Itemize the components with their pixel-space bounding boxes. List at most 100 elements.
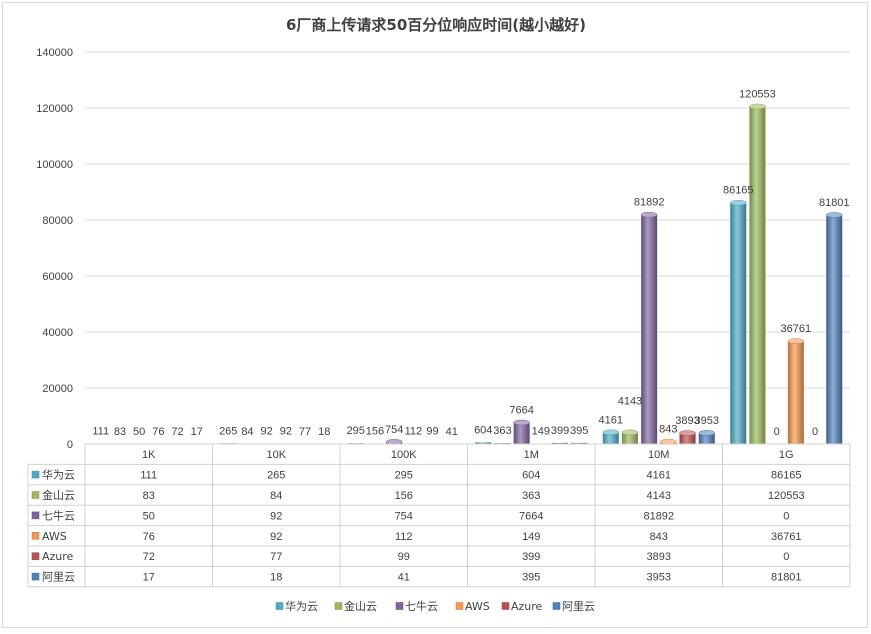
table-cell: 36761 [771,531,802,543]
bar-cap [602,429,619,436]
gridlines [85,51,850,389]
legend-label: Azure [511,600,543,613]
table-cell: 83 [143,490,155,502]
bar [602,432,619,444]
bar [698,432,715,444]
data-label: 81801 [819,197,850,209]
bar [826,214,843,444]
bar-cap [826,212,843,218]
bar [475,442,492,444]
data-label: 265 [219,425,237,437]
table-legend-key [31,572,40,581]
bar-cap [679,430,696,436]
data-label: 754 [385,424,403,436]
table-cell: 81801 [771,572,802,584]
table-row-label: Azure [42,550,74,563]
legend-label: 阿里云 [562,600,595,613]
data-label: 395 [570,425,588,437]
data-label: 41 [446,426,458,438]
table-cell: 754 [395,510,413,522]
legend-label: AWS [465,600,490,613]
table-cell: 3953 [647,572,671,584]
bar [571,442,588,444]
table-cell: 399 [522,551,540,563]
bar-cap [698,430,715,436]
table-cell: 77 [270,551,282,563]
table-cell: 92 [270,510,282,522]
table-cell: 50 [143,510,155,522]
table-cell: 41 [398,572,410,584]
data-label: 86165 [723,185,754,197]
bar [787,341,804,444]
table-cell: 0 [783,551,789,563]
bar-cap [621,429,639,436]
legend-key [455,602,464,610]
table-cell: 4161 [647,470,671,482]
bar-cap [787,338,805,344]
data-label: 77 [299,426,311,438]
table-legend-key [31,491,40,499]
legend-key [552,602,561,610]
table-cell: 92 [270,531,282,543]
table-cell: 7664 [519,510,543,522]
legend-label: 七牛云 [405,599,438,613]
category-label: 1K [142,449,156,461]
table-legend-key [31,552,40,560]
table-cell: 72 [143,551,155,563]
data-label: 83 [114,426,126,438]
bar-cap [730,199,747,206]
table-cell: 295 [395,470,413,482]
chart-title: 6厂商上传请求50百分位响应时间(越小越好) [286,16,586,34]
legend: 华为云 金山云 七牛云 AWS Azure 阿里云 [275,599,595,613]
category-label: 1M [524,449,539,461]
bar-cap [660,438,677,445]
table-cell: 112 [395,531,413,543]
table-cell: 84 [270,490,282,502]
table-cell: 3893 [647,551,671,563]
table-cell: 120553 [768,490,805,502]
legend-label: 华为云 [285,599,318,613]
table-row-label: 金山云 [42,488,75,502]
data-label: 0 [812,426,818,438]
table-row-label: 七牛云 [42,508,75,522]
table-row-label: 华为云 [42,468,75,482]
category-label: 100K [391,449,417,461]
data-label: 0 [774,426,780,438]
table-cell: 18 [270,572,282,584]
data-label: 120553 [739,88,776,100]
bar [552,442,569,444]
y-axis-tick-labels: 0 20000 40000 60000 80000 100000 120000 140000 [36,47,73,451]
table-cell: 265 [267,470,285,482]
data-label: 3893 [675,415,699,427]
table-cell: 4143 [647,490,671,502]
y-tick-label: 140000 [36,47,73,59]
legend-key [334,602,343,610]
y-tick-label: 120000 [36,103,73,115]
data-labels: 111 265 295 604 4161 86165 83 84 156 363 4143 12055… [92,88,849,438]
table-cell: 843 [650,531,668,543]
table-legend-key [31,511,40,520]
bar-cap [640,211,658,218]
table-cell: 86165 [771,470,802,482]
table-legend-key [31,470,40,479]
data-label: 4143 [618,395,642,407]
data-label: 156 [366,426,384,438]
legend-key [501,602,510,610]
table-cell: 81892 [643,510,674,522]
table-cell: 156 [395,490,413,502]
data-label: 76 [152,426,164,438]
data-label: 3953 [695,415,719,427]
data-label: 84 [241,426,253,438]
data-label: 7664 [509,405,533,417]
data-label: 18 [318,426,330,438]
table-cell: 149 [522,531,540,543]
data-label: 363 [493,425,511,437]
bar [513,422,530,444]
y-tick-label: 0 [67,439,73,451]
table-legend-key [31,532,40,540]
bars [92,103,843,445]
table-cell: 111 [140,470,157,482]
table-row-label: 阿里云 [42,571,75,584]
category-label: 1G [779,449,794,461]
